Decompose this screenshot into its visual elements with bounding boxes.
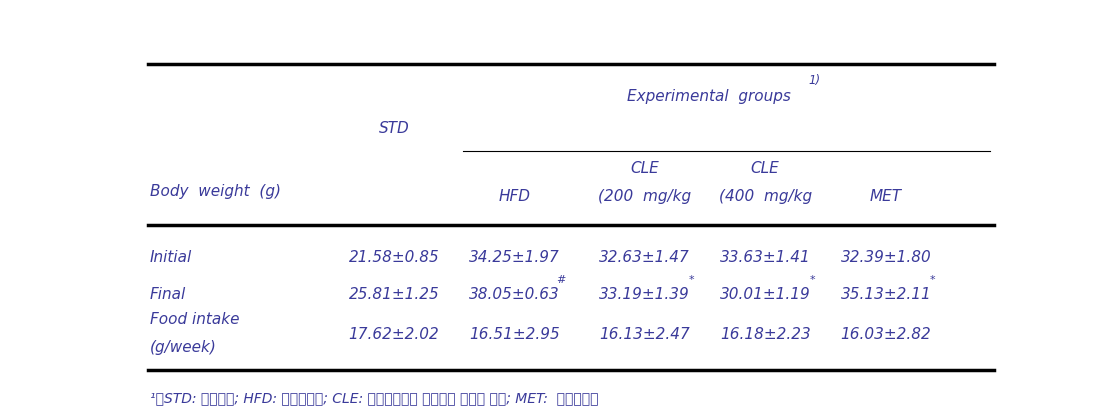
Text: 16.13±2.47: 16.13±2.47: [599, 327, 690, 342]
Text: 33.63±1.41: 33.63±1.41: [720, 250, 811, 265]
Text: #: #: [556, 275, 566, 285]
Text: 35.13±2.11: 35.13±2.11: [841, 286, 931, 301]
Text: 25.81±1.25: 25.81±1.25: [349, 286, 439, 301]
Text: *: *: [930, 275, 936, 285]
Text: 30.01±1.19: 30.01±1.19: [720, 286, 811, 301]
Text: 33.19±1.39: 33.19±1.39: [599, 286, 690, 301]
Text: 1): 1): [809, 74, 821, 87]
Text: (200  mg/kg: (200 mg/kg: [598, 188, 691, 203]
Text: 32.39±1.80: 32.39±1.80: [841, 250, 931, 265]
Text: 34.25±1.97: 34.25±1.97: [469, 250, 560, 265]
Text: *: *: [688, 275, 694, 285]
Text: 16.03±2.82: 16.03±2.82: [841, 327, 931, 342]
Text: Initial: Initial: [149, 250, 192, 265]
Text: *: *: [809, 275, 814, 285]
Text: 32.63±1.47: 32.63±1.47: [599, 250, 690, 265]
Text: MET: MET: [870, 188, 902, 203]
Text: Food intake: Food intake: [149, 312, 240, 327]
Text: 16.51±2.95: 16.51±2.95: [469, 327, 560, 342]
Text: ¹⧣STD: 표준사료; HFD: 고지방사료; CLE: 고지방사료와 엄경쿨잎 추출물 투여; MET:  고지방사료: ¹⧣STD: 표준사료; HFD: 고지방사료; CLE: 고지방사료와 엄경쿨…: [149, 392, 598, 405]
Text: 16.18±2.23: 16.18±2.23: [720, 327, 811, 342]
Text: Final: Final: [149, 286, 186, 301]
Text: Experimental  groups: Experimental groups: [627, 89, 791, 104]
Text: (400  mg/kg: (400 mg/kg: [719, 188, 812, 203]
Text: Body  weight  (g): Body weight (g): [149, 184, 281, 199]
Text: CLE: CLE: [751, 161, 780, 176]
Text: 17.62±2.02: 17.62±2.02: [349, 327, 439, 342]
Text: STD: STD: [379, 121, 409, 136]
Text: (g/week): (g/week): [149, 339, 216, 354]
Text: HFD: HFD: [499, 188, 530, 203]
Text: 38.05±0.63: 38.05±0.63: [469, 286, 560, 301]
Text: 21.58±0.85: 21.58±0.85: [349, 250, 439, 265]
Text: CLE: CLE: [629, 161, 658, 176]
